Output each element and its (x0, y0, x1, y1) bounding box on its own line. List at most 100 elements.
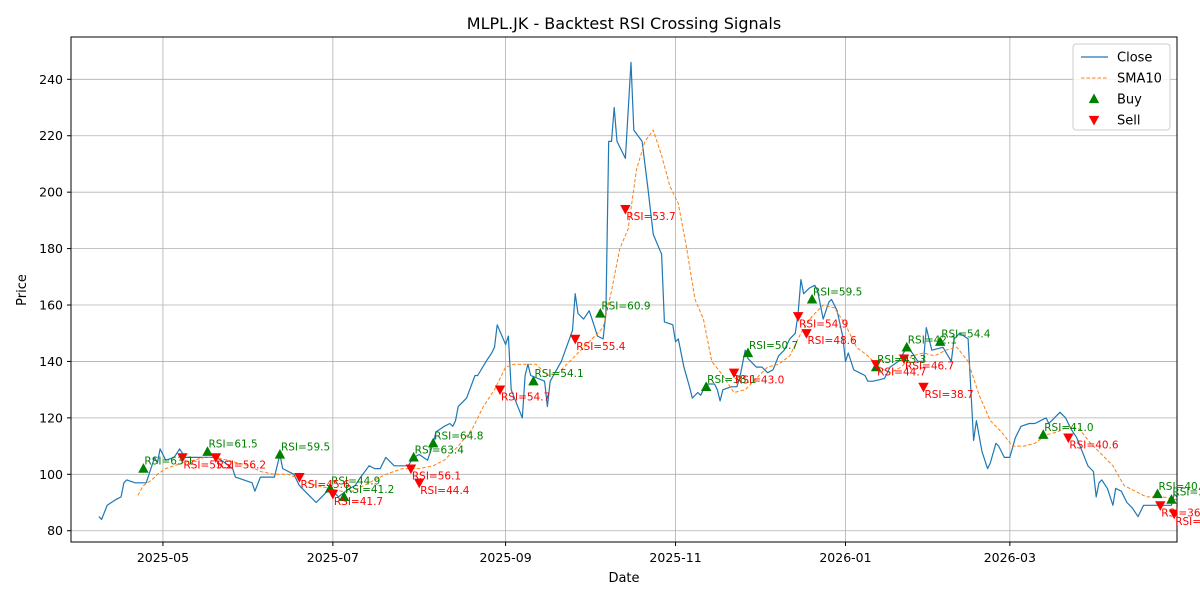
x-axis-label: Date (608, 571, 639, 586)
x-tick-label: 2025-05 (137, 550, 189, 565)
sell-rsi-label: RSI=55.4 (576, 341, 626, 353)
buy-rsi-label: RSI=44.9 (331, 475, 380, 487)
sell-marker (570, 334, 581, 345)
sell-rsi-label: RSI=48.6 (807, 335, 857, 347)
y-tick-label: 240 (39, 72, 63, 87)
y-tick-label: 220 (39, 128, 63, 143)
x-tick-label: 2026-01 (819, 550, 871, 565)
sell-rsi-label: RSI=36.8 (1161, 507, 1200, 519)
y-tick-label: 180 (39, 241, 63, 256)
sell-marker (898, 354, 910, 365)
sell-marker (210, 453, 222, 463)
sell-rsi-label: RSI=40.6 (1069, 440, 1119, 452)
y-tick-label: 100 (39, 467, 63, 482)
close-line (98, 61, 1177, 520)
sell-marker (1063, 433, 1074, 444)
sell-marker (405, 464, 417, 475)
grid-lines (71, 37, 1177, 542)
sell-marker (792, 312, 804, 322)
buy-marker (338, 491, 350, 501)
buy-marker (742, 347, 754, 358)
signal-annotations: RSI=63.1 RSI=61.5 RSI=59.5 RSI=44.9RSI=41.2… (144, 211, 1200, 528)
sell-rsi-label: RSI=54.7 (501, 392, 550, 404)
buy-rsi-label: RSI=63.1 (144, 456, 193, 468)
buy-marker (934, 336, 946, 346)
axes: 2025-05 2025-07 2025-09 2025-11 2026-01 2026-… (39, 72, 1036, 565)
sell-rsi-label: RSI=54.9 (799, 318, 848, 330)
chart-title: MLPL.JK - Backtest RSI Crossing Signals (467, 14, 781, 33)
buy-rsi-label: RSI=59.5 (813, 286, 862, 298)
buy-marker (202, 446, 213, 456)
x-tick-label: 2025-09 (479, 550, 531, 565)
sell-rsi-label: RSI=44.7 (877, 366, 926, 378)
sell-rsi-label: RSI=55.2 (183, 459, 232, 471)
sell-marker (918, 382, 929, 393)
legend-swatch-buy (1088, 93, 1100, 104)
sell-marker (414, 478, 425, 489)
legend-label-sell: Sell (1117, 114, 1140, 129)
buy-rsi-label: RSI=64.8 (434, 430, 483, 442)
sell-marker (1155, 501, 1166, 511)
y-tick-label: 120 (39, 410, 63, 425)
buy-rsi-label: RSI=42.1 (908, 334, 957, 346)
legend: Close SMA10 Buy Sell (1072, 43, 1171, 131)
buy-rsi-label: RSI=39.4 (1172, 487, 1200, 499)
sell-rsi-label: RSI=45.6 (300, 479, 350, 491)
buy-marker (1166, 494, 1177, 504)
legend-label-buy: Buy (1117, 93, 1142, 108)
sell-rsi-label: RSI=44.4 (420, 485, 470, 497)
y-tick-label: 200 (39, 185, 63, 200)
buy-rsi-label: RSI=41.0 (1044, 422, 1093, 434)
buy-rsi-label: RSI=61.5 (209, 439, 258, 451)
buy-marker (595, 307, 606, 318)
sell-marker (870, 360, 882, 370)
sell-marker (177, 453, 188, 463)
buy-marker (427, 437, 439, 448)
sell-rsi-label: RSI=56.1 (412, 471, 461, 483)
buy-marker (806, 293, 818, 304)
buy-marker (1038, 429, 1049, 439)
plot-area (98, 61, 1177, 520)
buy-rsi-label: RSI=38.1 (707, 374, 756, 386)
x-tick-label: 2026-03 (984, 550, 1036, 565)
legend-label-close: Close (1117, 51, 1152, 66)
buy-rsi-label: RSI=50.7 (749, 340, 798, 352)
sell-marker (1168, 509, 1177, 520)
sell-marker (801, 329, 812, 339)
buy-marker (138, 463, 149, 473)
buy-rsi-label: RSI=54.4 (941, 329, 991, 341)
sell-marker (494, 385, 506, 396)
buy-rsi-label: RSI=63.4 (415, 444, 465, 456)
buy-marker (528, 375, 539, 386)
legend-box (1072, 43, 1171, 131)
x-tick-label: 2025-11 (649, 550, 701, 565)
y-tick-label: 140 (39, 354, 63, 369)
buy-rsi-label: RSI=54.1 (534, 368, 583, 380)
buy-rsi-label: RSI=43.3 (877, 354, 926, 366)
buy-marker (1152, 488, 1163, 499)
buy-marker (700, 381, 712, 391)
y-tick-label: 160 (39, 298, 63, 313)
y-tick-label: 80 (47, 523, 63, 538)
sell-rsi-label: RSI=43.0 (735, 375, 784, 387)
legend-swatch-sell (1088, 115, 1100, 126)
y-axis-label: Price (15, 274, 30, 306)
sell-marker (728, 368, 740, 379)
sell-rsi-label: RSI=46.7 (905, 361, 954, 373)
buy-rsi-label: RSI=40.0 (1158, 481, 1200, 493)
buy-rsi-label: RSI=59.5 (281, 442, 330, 454)
sell-rsi-label: RSI=38.7 (924, 389, 973, 401)
plot-frame (70, 36, 1178, 543)
buy-marker (274, 449, 286, 459)
buy-marker (408, 451, 419, 462)
sell-marker (620, 204, 631, 215)
sell-rsi-label: RSI=35.9 (1175, 516, 1200, 528)
sell-rsi-label: RSI=56.2 (217, 459, 266, 471)
sma10-line (137, 129, 1177, 501)
buy-marker (901, 341, 912, 352)
buy-rsi-label: RSI=60.9 (601, 300, 650, 312)
legend-label-sma10: SMA10 (1117, 72, 1162, 87)
sell-rsi-label: RSI=53.7 (626, 211, 675, 223)
